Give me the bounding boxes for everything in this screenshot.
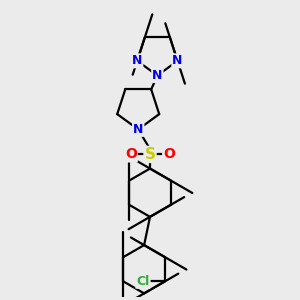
Text: N: N — [133, 123, 143, 136]
Text: N: N — [172, 54, 183, 68]
Text: O: O — [163, 147, 175, 161]
Text: O: O — [125, 147, 137, 161]
Text: S: S — [145, 147, 155, 162]
Text: Cl: Cl — [136, 275, 150, 288]
Text: N: N — [132, 54, 142, 68]
Text: N: N — [152, 69, 163, 82]
